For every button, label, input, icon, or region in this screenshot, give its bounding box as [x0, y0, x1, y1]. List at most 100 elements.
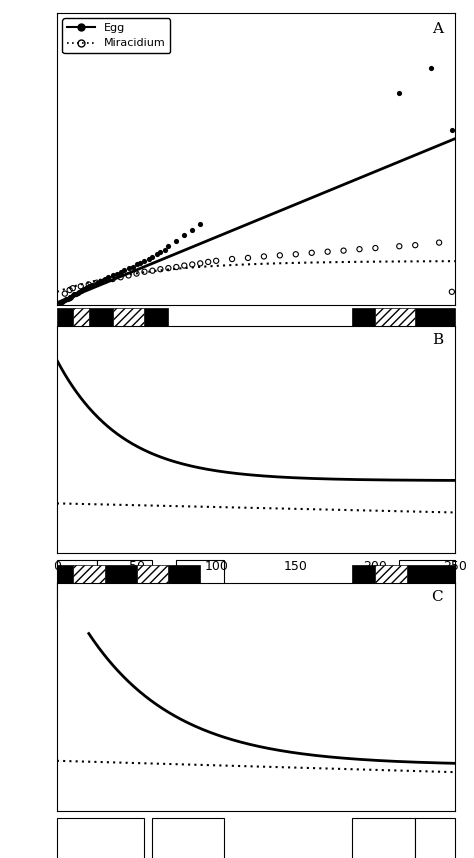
Point: [189, 223, 196, 237]
Point: [69, 281, 77, 295]
Text: A: A: [432, 21, 443, 36]
Bar: [352, 308, 375, 326]
Point: [61, 293, 69, 307]
Point: [196, 257, 204, 270]
Point: [164, 239, 172, 253]
Point: [66, 283, 73, 297]
Point: [129, 260, 137, 274]
Text: 200: 200: [364, 559, 387, 573]
Point: [101, 274, 109, 287]
Point: [77, 284, 84, 298]
Point: [79, 283, 86, 297]
Point: [117, 265, 124, 279]
Point: [66, 291, 73, 305]
Point: [93, 276, 100, 290]
Bar: [57, 818, 145, 858]
Point: [93, 276, 100, 290]
Point: [85, 280, 92, 293]
Bar: [176, 560, 224, 610]
Point: [173, 234, 180, 248]
Point: [156, 263, 164, 276]
Point: [428, 61, 435, 75]
Point: [67, 290, 75, 304]
Point: [117, 270, 124, 284]
Point: [448, 285, 456, 299]
Point: [340, 244, 347, 257]
Point: [292, 247, 300, 261]
Point: [228, 252, 236, 266]
Bar: [145, 308, 168, 326]
Text: 0: 0: [53, 559, 61, 573]
Point: [181, 228, 188, 242]
Bar: [399, 560, 455, 610]
Bar: [352, 818, 415, 858]
Point: [141, 265, 148, 279]
Bar: [352, 565, 375, 583]
Point: [181, 259, 188, 273]
Point: [136, 256, 144, 269]
Bar: [105, 565, 137, 583]
Point: [133, 257, 140, 271]
Point: [173, 260, 180, 274]
Text: 50: 50: [128, 559, 145, 573]
Bar: [73, 308, 89, 326]
Point: [411, 239, 419, 252]
Point: [98, 274, 105, 287]
Text: 100: 100: [204, 559, 228, 573]
Text: C: C: [431, 590, 443, 604]
Point: [74, 286, 82, 299]
Point: [356, 242, 363, 256]
Point: [101, 272, 109, 286]
Text: B: B: [432, 333, 443, 347]
Point: [120, 263, 128, 277]
Point: [80, 282, 88, 296]
Bar: [89, 308, 113, 326]
Point: [149, 251, 156, 264]
Point: [448, 123, 456, 136]
Point: [82, 281, 89, 295]
Bar: [73, 565, 105, 583]
Point: [189, 257, 196, 271]
Point: [244, 251, 252, 265]
Text: 150: 150: [284, 559, 308, 573]
Point: [66, 290, 73, 305]
Point: [109, 269, 117, 282]
Point: [156, 245, 164, 258]
Point: [260, 250, 268, 263]
Point: [149, 263, 156, 277]
Point: [395, 86, 403, 100]
Point: [61, 287, 69, 300]
Bar: [113, 308, 145, 326]
Point: [72, 287, 80, 300]
Point: [58, 295, 65, 309]
Point: [372, 241, 379, 255]
Point: [276, 249, 283, 263]
Bar: [153, 818, 224, 858]
Point: [308, 246, 316, 260]
Bar: [415, 818, 455, 858]
Bar: [57, 560, 97, 610]
Bar: [415, 308, 455, 326]
Bar: [407, 565, 455, 583]
Point: [154, 247, 161, 261]
Point: [88, 278, 96, 292]
Point: [212, 254, 220, 268]
Point: [196, 217, 204, 231]
Point: [56, 296, 64, 310]
Point: [146, 252, 153, 266]
Point: [114, 267, 121, 281]
Point: [435, 236, 443, 250]
Point: [75, 285, 83, 299]
Bar: [97, 560, 153, 610]
Point: [395, 239, 403, 253]
Point: [125, 261, 132, 275]
Text: 250: 250: [443, 559, 467, 573]
Bar: [57, 308, 73, 326]
Point: [324, 245, 331, 258]
Point: [85, 278, 92, 292]
Point: [125, 269, 132, 282]
Point: [69, 288, 77, 302]
Point: [164, 261, 172, 275]
Point: [64, 293, 72, 306]
Point: [161, 243, 169, 257]
